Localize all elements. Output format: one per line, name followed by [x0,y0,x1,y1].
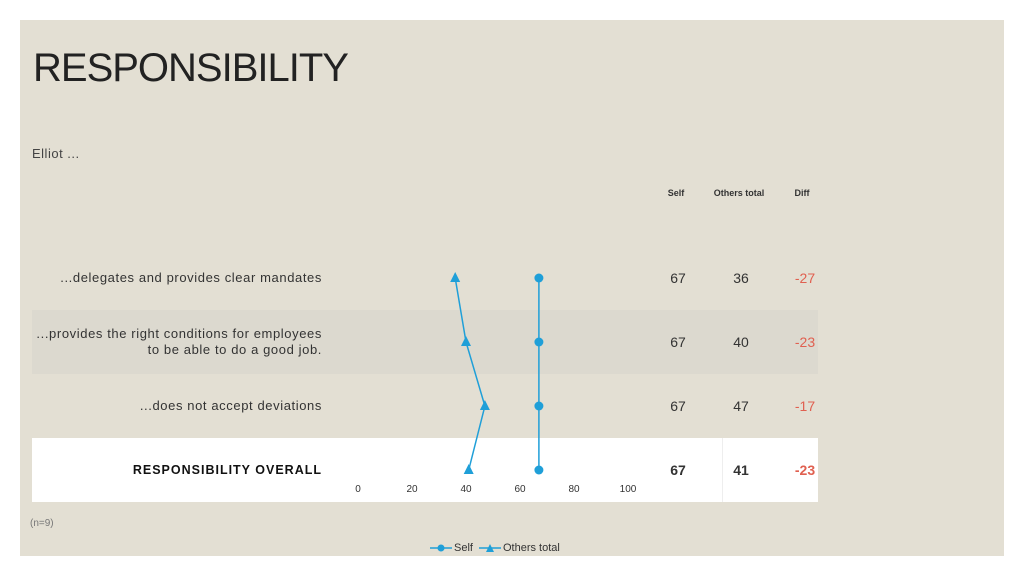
x-tick-label: 0 [355,484,361,495]
self-point [534,273,544,283]
diff-value: -23 [794,462,816,478]
row-label: ...provides the right conditions for emp… [36,326,322,357]
sample-size-note: (n=9) [30,518,54,529]
circle-marker-icon [430,544,452,552]
legend-label: Others total [502,542,560,554]
others-total-point [479,400,490,410]
self-value: 67 [670,398,686,414]
x-tick-label: 80 [568,484,580,495]
table-row: ...does not accept deviations 67 47 -17 [32,374,818,438]
self-point [534,401,544,411]
self-value: 67 [670,270,686,286]
series-line-others-total [454,277,486,471]
row-label: RESPONSIBILITY OVERALL [132,463,322,477]
divider [722,438,723,502]
header-others-total: Others total [713,188,765,198]
diff-value: -27 [794,270,816,286]
self-point [534,465,544,475]
others-total-point [461,336,471,346]
legend-item-others-total: Others total [478,542,560,554]
row-label: ...does not accept deviations [139,398,322,413]
x-tick-label: 40 [460,484,472,495]
legend-label: Self [454,542,473,554]
others-total-point [463,464,474,474]
table-row-overall: RESPONSIBILITY OVERALL 67 41 -23 [32,438,818,502]
legend-item-self: Self [430,542,473,554]
others-value: 40 [733,334,749,350]
x-tick-label: 100 [620,484,637,495]
diff-value: -23 [794,334,816,350]
self-value: 67 [670,462,686,478]
self-value: 67 [670,334,686,350]
row-label: ...delegates and provides clear mandates [60,270,322,285]
header-diff: Diff [794,188,810,198]
diff-value: -17 [794,398,816,414]
page-title: RESPONSIBILITY [33,46,349,90]
header-self: Self [667,188,685,198]
table-row: ...provides the right conditions for emp… [32,310,818,374]
subtitle: Elliot ... [32,146,80,161]
x-tick-label: 60 [514,484,526,495]
x-tick-label: 20 [406,484,418,495]
table-row: ...delegates and provides clear mandates… [32,246,818,310]
triangle-marker-icon [478,544,501,552]
chart-legend: Self Others total [430,542,560,554]
others-total-point [450,272,461,282]
others-value: 41 [733,462,749,478]
others-value: 47 [733,398,749,414]
others-value: 36 [733,270,749,286]
self-point [534,337,544,347]
